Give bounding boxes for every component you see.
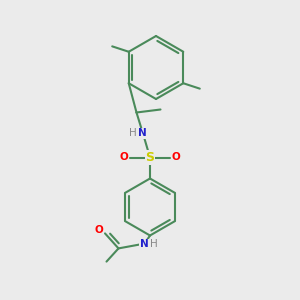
- Text: O: O: [120, 152, 129, 163]
- Text: N: N: [140, 239, 148, 249]
- Text: O: O: [94, 225, 103, 236]
- Text: N: N: [138, 128, 147, 139]
- Text: H: H: [129, 128, 137, 139]
- Text: H: H: [150, 239, 158, 249]
- Text: O: O: [171, 152, 180, 163]
- Text: S: S: [146, 151, 154, 164]
